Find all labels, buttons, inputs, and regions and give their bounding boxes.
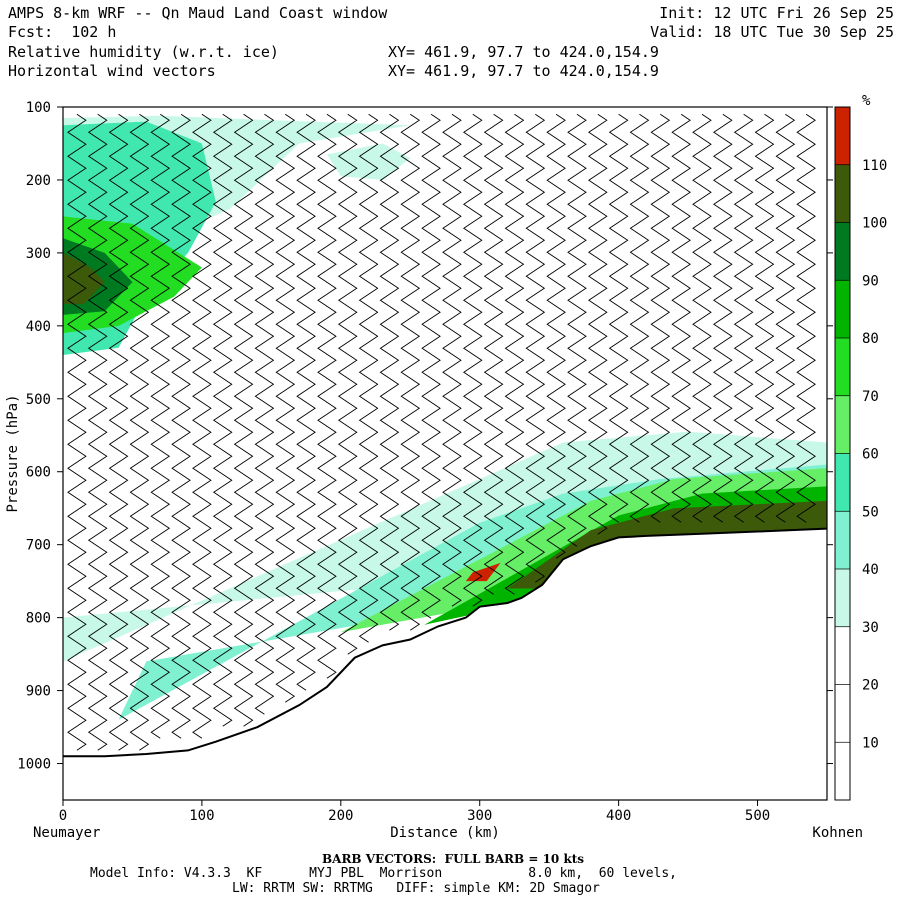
wind-barbs — [67, 113, 816, 751]
chart-title: AMPS 8-km WRF -- Qn Maud Land Coast wind… — [8, 4, 388, 22]
x-tick-label: 500 — [745, 808, 770, 824]
wind-barb-column — [587, 113, 608, 535]
wind-barb-column — [233, 113, 254, 727]
y-tick-label: 700 — [26, 538, 51, 554]
y-tick-label: 300 — [26, 246, 51, 262]
wind-barb-column — [754, 113, 775, 523]
y-tick-label: 900 — [26, 684, 51, 700]
colorbar-unit: % — [862, 93, 871, 109]
wind-barb-column — [87, 113, 108, 751]
colorbar-label: 70 — [862, 389, 879, 405]
y-tick-label: 100 — [26, 100, 51, 116]
wind-barb-column — [317, 113, 337, 679]
y-tick-label: 600 — [26, 465, 51, 481]
colorbar-label: 100 — [862, 216, 887, 232]
wind-barb-column — [775, 113, 796, 523]
wind-barb-column — [504, 113, 525, 595]
colorbar-label: 50 — [862, 504, 879, 520]
forecast-hour: Fcst: 102 h — [8, 23, 117, 41]
colorbar-label: 10 — [862, 735, 879, 751]
y-axis-label: Pressure (hPa) — [5, 394, 21, 512]
field-name-rh: Relative humidity (w.r.t. ice) — [8, 43, 279, 61]
init-time: Init: 12 UTC Fri 26 Sep 25 — [659, 4, 894, 22]
wind-barb-column — [171, 113, 191, 739]
colorbar-label: 60 — [862, 447, 879, 463]
colorbar-label: 90 — [862, 273, 879, 289]
wind-barb-column — [733, 113, 754, 523]
wind-barb-column — [358, 113, 379, 643]
colorbar-swatch — [835, 569, 850, 627]
rh-region-100-4 — [63, 252, 105, 304]
terrain-line — [63, 527, 827, 758]
x-end-label: Kohnen — [812, 825, 863, 841]
y-tick-label: 800 — [26, 611, 51, 627]
model-info-line1: Model Info: V4.3.3 KF MYJ PBL Morrison 8… — [90, 866, 677, 881]
colorbar-label: 80 — [862, 331, 879, 347]
colorbar-label: 20 — [862, 678, 879, 694]
colorbar-swatch — [835, 511, 850, 569]
colorbar-swatch — [835, 164, 850, 223]
colorbar-label: 40 — [862, 562, 879, 578]
colorbar-swatch — [835, 222, 850, 281]
x-start-label: Neumayer — [33, 825, 100, 841]
colorbar-swatch — [835, 338, 850, 396]
field-name-wind: Horizontal wind vectors — [8, 62, 216, 80]
wind-barb-column — [546, 113, 566, 559]
colorbar-label: 110 — [862, 158, 887, 174]
wind-barb-column — [796, 113, 816, 523]
model-info-line2: LW: RRTM SW: RRTMG DIFF: simple KM: 2D S… — [232, 881, 600, 896]
wind-barb-column — [296, 113, 316, 691]
wind-barb-column — [525, 113, 546, 583]
rh-region-110-11 — [465, 562, 501, 582]
x-tick-label: 100 — [189, 808, 214, 824]
wind-barb-column — [192, 113, 212, 739]
wind-barb-column — [567, 113, 587, 547]
y-tick-label: 500 — [26, 392, 51, 408]
x-tick-label: 300 — [467, 808, 492, 824]
wind-barb-column — [650, 113, 671, 523]
wind-barb-column — [462, 113, 483, 607]
wind-barb-column — [108, 113, 129, 751]
colorbar-swatch — [835, 280, 850, 338]
x-tick-label: 400 — [606, 808, 631, 824]
xy-range-1: XY= 461.9, 97.7 to 424.0,154.9 — [388, 43, 659, 61]
plot-frame — [62, 106, 828, 801]
wind-barb-column — [421, 113, 441, 619]
y-tick-label: 1000 — [17, 757, 51, 773]
wind-barb-column — [212, 113, 233, 727]
rh-region-30-5 — [326, 143, 411, 180]
wind-barb-column — [254, 113, 275, 715]
y-tick-label: 200 — [26, 173, 51, 189]
wind-barb-column — [629, 113, 650, 523]
wind-barb-column — [442, 113, 462, 607]
valid-time: Valid: 18 UTC Tue 30 Sep 25 — [650, 23, 894, 41]
wind-barb-column — [337, 113, 358, 655]
wind-barb-column — [400, 113, 421, 631]
wind-barb-column — [713, 113, 733, 523]
wind-barb-column — [379, 113, 400, 631]
x-axis-label: Distance (km) — [390, 825, 500, 841]
barb-legend: BARB VECTORS: FULL BARB = 10 kts — [322, 852, 585, 866]
wind-barb-column — [608, 113, 629, 523]
wind-barb-column — [67, 113, 87, 751]
colorbar-swatch — [835, 684, 850, 743]
xy-range-2: XY= 461.9, 97.7 to 424.0,154.9 — [388, 62, 659, 80]
colorbar-label: 30 — [862, 620, 879, 636]
wind-barb-column — [483, 113, 504, 595]
wind-barb-column — [150, 113, 171, 739]
colorbar-swatch — [835, 453, 850, 512]
colorbar-swatch — [835, 395, 850, 454]
wind-barb-column — [129, 113, 150, 751]
x-tick-label: 200 — [328, 808, 353, 824]
colorbar-swatch — [835, 107, 850, 165]
wind-barb-column — [275, 113, 296, 703]
colorbar-swatch — [835, 742, 850, 800]
x-tick-label: 0 — [59, 808, 67, 824]
y-tick-label: 400 — [26, 319, 51, 335]
terrain-fill — [63, 528, 827, 800]
wind-barb-column — [692, 113, 712, 523]
wind-barb-column — [671, 113, 691, 523]
colorbar-swatch — [835, 626, 850, 685]
